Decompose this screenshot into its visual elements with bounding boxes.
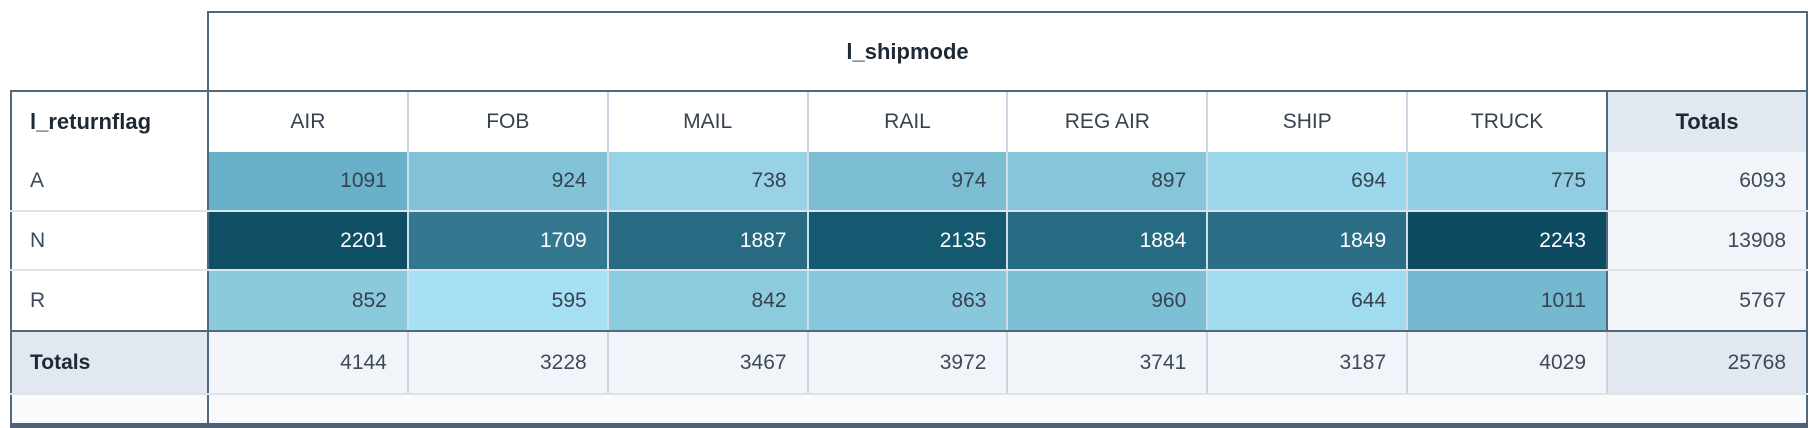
col-total-reg-air[interactable]: 3741 (1006, 332, 1207, 393)
table-row-r: R 852 595 842 863 960 644 1011 5767 (10, 269, 1809, 330)
cell-r-fob[interactable]: 595 (406, 271, 607, 330)
totals-column-header: Totals (1606, 92, 1809, 152)
pivot-table: l_shipmode l_returnflag AIR FOB MAIL RAI… (10, 11, 1809, 428)
cell-r-rail[interactable]: 863 (806, 271, 1007, 330)
cell-a-rail[interactable]: 974 (806, 152, 1007, 210)
row-total-a[interactable]: 6093 (1606, 152, 1809, 210)
col-header-mail[interactable]: MAIL (606, 92, 807, 152)
footer-strip-left (10, 395, 207, 423)
cell-a-truck[interactable]: 775 (1406, 152, 1607, 210)
column-dimension-label: l_shipmode (846, 38, 969, 64)
footer-strip (10, 393, 1808, 423)
cell-a-mail[interactable]: 738 (606, 152, 807, 210)
column-dimension-row: l_shipmode (10, 11, 1808, 90)
cell-r-reg-air[interactable]: 960 (1006, 271, 1207, 330)
footer-strip-right (207, 395, 1808, 423)
col-header-truck[interactable]: TRUCK (1406, 92, 1607, 152)
column-dimension-header: l_shipmode (207, 11, 1606, 90)
col-total-rail[interactable]: 3972 (806, 332, 1007, 393)
cell-n-air[interactable]: 2201 (207, 212, 407, 269)
cell-n-reg-air[interactable]: 1884 (1006, 212, 1207, 269)
row-total-r[interactable]: 5767 (1606, 271, 1809, 330)
cell-n-truck[interactable]: 2243 (1406, 212, 1607, 269)
col-total-air[interactable]: 4144 (207, 332, 407, 393)
table-row-n: N 2201 1709 1887 2135 1884 1849 2243 139… (10, 210, 1809, 269)
cell-n-fob[interactable]: 1709 (406, 212, 607, 269)
cell-a-air[interactable]: 1091 (207, 152, 407, 210)
totals-column-spacer (1606, 11, 1808, 90)
cell-n-rail[interactable]: 2135 (806, 212, 1007, 269)
cell-r-truck[interactable]: 1011 (1406, 271, 1607, 330)
col-header-fob[interactable]: FOB (406, 92, 607, 152)
totals-row: Totals 4144 3228 3467 3972 3741 3187 402… (10, 330, 1809, 393)
cell-n-mail[interactable]: 1887 (606, 212, 807, 269)
row-label-a[interactable]: A (10, 152, 207, 210)
row-total-n[interactable]: 13908 (1606, 212, 1809, 269)
col-header-ship[interactable]: SHIP (1206, 92, 1407, 152)
col-total-ship[interactable]: 3187 (1206, 332, 1407, 393)
cell-a-ship[interactable]: 694 (1206, 152, 1407, 210)
row-dimension-header: l_returnflag (10, 92, 207, 152)
col-header-rail[interactable]: RAIL (806, 92, 1007, 152)
col-header-air[interactable]: AIR (207, 92, 407, 152)
col-total-fob[interactable]: 3228 (406, 332, 607, 393)
col-total-mail[interactable]: 3467 (606, 332, 807, 393)
col-header-reg-air[interactable]: REG AIR (1006, 92, 1207, 152)
grand-total[interactable]: 25768 (1606, 332, 1809, 393)
cell-r-air[interactable]: 852 (207, 271, 407, 330)
table-row-a: A 1091 924 738 974 897 694 775 6093 (10, 152, 1809, 210)
column-header-row: l_returnflag AIR FOB MAIL RAIL REG AIR S… (10, 90, 1809, 152)
cell-a-fob[interactable]: 924 (406, 152, 607, 210)
top-left-blank (10, 11, 207, 90)
totals-row-label: Totals (10, 332, 207, 393)
row-label-r[interactable]: R (10, 271, 207, 330)
cell-n-ship[interactable]: 1849 (1206, 212, 1407, 269)
row-label-n[interactable]: N (10, 212, 207, 269)
cell-a-reg-air[interactable]: 897 (1006, 152, 1207, 210)
cell-r-mail[interactable]: 842 (606, 271, 807, 330)
col-total-truck[interactable]: 4029 (1406, 332, 1607, 393)
cell-r-ship[interactable]: 644 (1206, 271, 1407, 330)
